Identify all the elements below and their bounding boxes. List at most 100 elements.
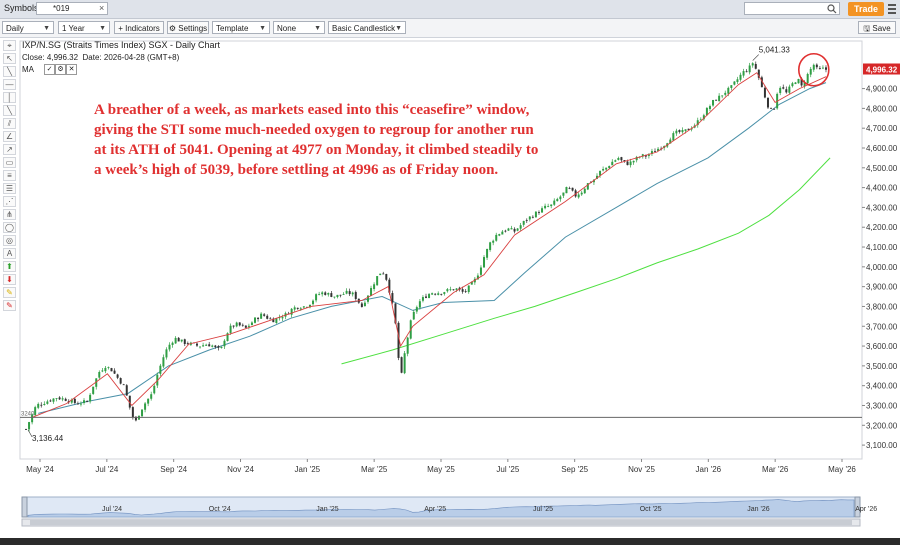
candle-body [330, 293, 333, 297]
candle-body [391, 293, 394, 303]
navigator[interactable]: Jul '24 Oct '24 Jan '25 Apr '25 Jul '25 Oct '… [21, 496, 877, 527]
candle-body [336, 294, 339, 298]
candle-body [806, 73, 809, 84]
candle-body [208, 344, 211, 347]
template-select[interactable]: Template ▼ [212, 21, 270, 34]
ma-short-line [31, 72, 827, 418]
arrow-line-icon[interactable]: ↗ [3, 144, 16, 155]
price-chart[interactable]: 3240 3,100.00 3,200.00 3,300.00 3,400.00 3,5… [0, 37, 900, 537]
candle-body [470, 281, 473, 285]
candle-body [650, 151, 653, 154]
y-tick-label: 4,100.00 [866, 243, 898, 252]
candle-body [736, 79, 739, 82]
circle-icon[interactable]: ◯ [3, 222, 16, 233]
period-select[interactable]: Daily ▼ [2, 21, 54, 34]
candle-body [171, 342, 174, 345]
channel-icon[interactable]: ⫽ [3, 118, 16, 129]
candle-body [260, 313, 263, 319]
ellipse-icon[interactable]: ◎ [3, 235, 16, 246]
candle-body [269, 318, 272, 320]
range-select[interactable]: 1 Year ▼ [58, 21, 110, 34]
menu-icon[interactable] [888, 4, 896, 14]
candle-body [110, 368, 113, 372]
candle-body [586, 183, 589, 190]
search-input[interactable] [744, 2, 840, 15]
x-tick-label: May '25 [427, 465, 455, 474]
candle-body [147, 398, 150, 404]
candle-body [55, 398, 58, 400]
candle-body [614, 160, 617, 162]
candle-body [95, 378, 98, 387]
y-tick-label: 3,900.00 [866, 283, 898, 292]
text-tool-icon[interactable]: A [3, 248, 16, 259]
candle-body [498, 234, 501, 236]
candle-body [507, 228, 510, 231]
fib-fan-icon[interactable]: ☰ [3, 183, 16, 194]
candle-body [318, 294, 321, 295]
candle-body [299, 308, 302, 310]
trade-button[interactable]: Trade [848, 2, 884, 16]
candle-body [568, 187, 571, 189]
commentary-line: a week’s high of 5039, before settling a… [94, 162, 499, 178]
draw-line-icon[interactable]: ╲ [3, 66, 16, 77]
chart-style-value: Basic Candlestick [332, 24, 396, 33]
candle-body [92, 386, 95, 394]
navigator-right-handle [854, 496, 861, 518]
gear-icon[interactable]: ⚙ [55, 64, 66, 75]
candle-body [308, 304, 311, 308]
close-icon[interactable]: ✕ [66, 64, 77, 75]
indicators-button[interactable]: + Indicators [114, 21, 164, 34]
trend-angle-icon[interactable]: ∠ [3, 131, 16, 142]
clear-symbol-icon[interactable]: × [99, 3, 105, 13]
high-pointer [752, 54, 759, 61]
candle-body [699, 119, 702, 121]
settings-button[interactable]: ⚙ Settings [167, 21, 209, 34]
fibonacci-icon[interactable]: ≡ [3, 170, 16, 181]
candle-body [290, 308, 293, 315]
candle-body [718, 95, 721, 102]
ray-icon[interactable]: ╲ [3, 105, 16, 116]
buy-arrow-icon[interactable]: ⬆ [3, 261, 16, 272]
pitchfork-icon[interactable]: ⋔ [3, 209, 16, 220]
symbol-input[interactable]: *019 × [36, 2, 108, 15]
candle-body [345, 290, 348, 294]
candle-body [687, 128, 690, 130]
candle-body [696, 120, 699, 126]
y-tick-label: 3,600.00 [866, 342, 898, 351]
candle-body [479, 267, 482, 275]
candle-body [461, 289, 464, 292]
highlighter-icon[interactable]: ✎ [3, 287, 16, 298]
commentary-line: giving the STI some much-needed oxygen t… [94, 122, 534, 138]
vertical-line-icon[interactable]: │ [3, 92, 16, 103]
candle-body [46, 401, 49, 404]
candle-body [250, 322, 253, 326]
candle-body [125, 385, 128, 396]
candle-body [418, 301, 421, 308]
checkmark-icon[interactable]: ✓ [44, 64, 55, 75]
symbol-value: *019 [53, 4, 70, 13]
candle-body [455, 288, 458, 290]
rectangle-icon[interactable]: ▭ [3, 157, 16, 168]
pointer-tool-icon[interactable]: ↖ [3, 53, 16, 64]
crosshair-tool-icon[interactable]: ⌖ [3, 40, 16, 51]
candle-body [623, 160, 626, 162]
close-value: 4,996.32 [46, 53, 79, 62]
candle-body [122, 384, 125, 386]
overlay-select[interactable]: None ▼ [273, 21, 325, 34]
chart-style-select[interactable]: Basic Candlestick ▼ [328, 21, 406, 34]
sell-arrow-icon[interactable]: ⬇ [3, 274, 16, 285]
gann-fan-icon[interactable]: ⋰ [3, 196, 16, 207]
candle-body [83, 400, 86, 403]
candle-body [339, 294, 342, 296]
horizontal-line-icon[interactable]: — [3, 79, 16, 90]
eraser-icon[interactable]: ✎ [3, 300, 16, 311]
candle-body [580, 192, 583, 195]
candle-body [342, 294, 345, 296]
candle-body [748, 65, 751, 73]
candle-body [107, 367, 110, 368]
save-button[interactable]: 🖫 Save [858, 21, 896, 34]
candle-body [446, 289, 449, 292]
ma-label: MA [22, 65, 34, 74]
date-label: Date: [82, 53, 102, 62]
candle-body [684, 129, 687, 131]
